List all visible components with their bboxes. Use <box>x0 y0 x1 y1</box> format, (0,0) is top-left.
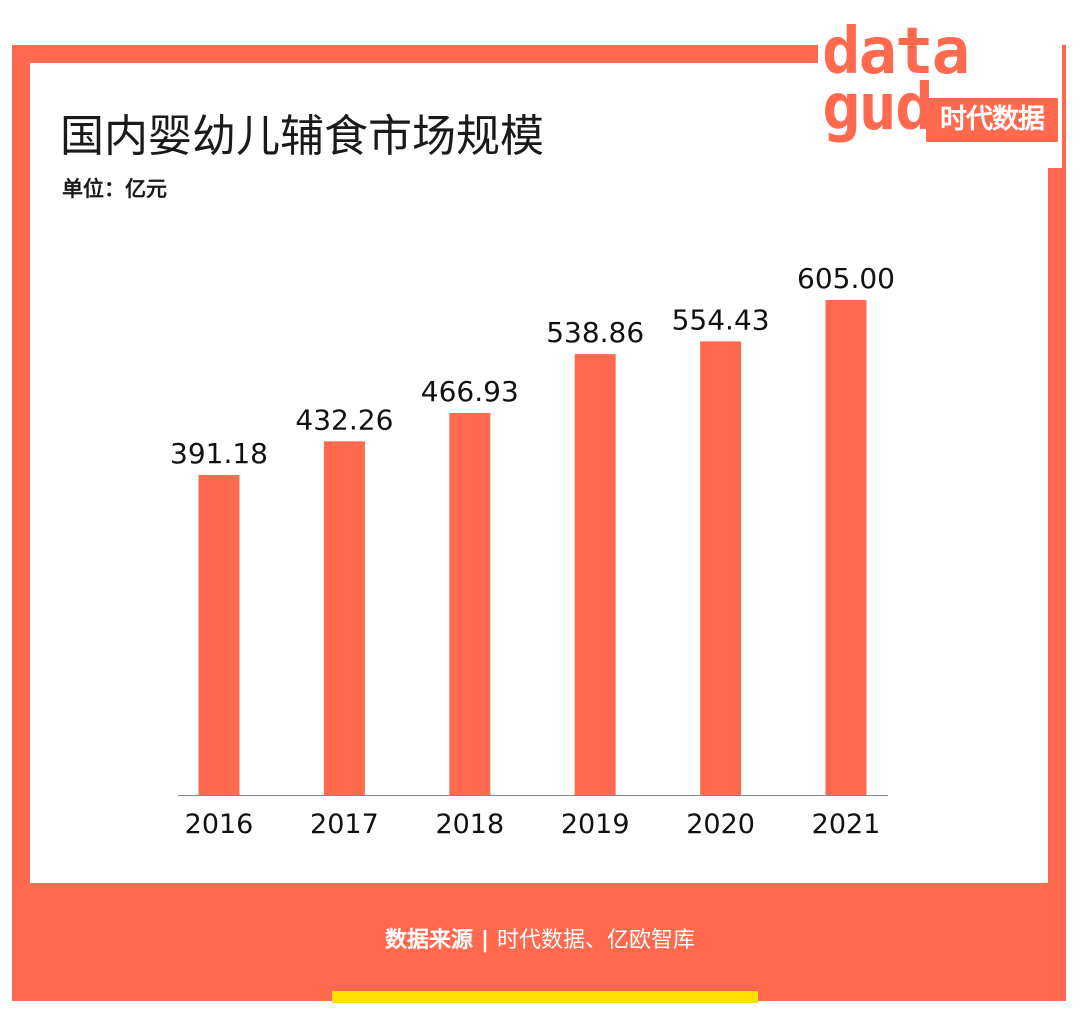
frame-right-border <box>1048 45 1066 885</box>
data-label-2018: 466.93 <box>421 375 519 408</box>
bar-2016 <box>198 474 240 795</box>
footer-band <box>12 883 1066 1001</box>
bar-2017 <box>323 441 365 795</box>
source-separator: | <box>480 928 490 953</box>
unit-label: 单位：亿元 <box>62 177 167 201</box>
footer-highlight-bar <box>332 991 758 1003</box>
frame-left-border <box>12 45 30 885</box>
source-label: 数据来源 <box>384 928 473 953</box>
x-tick-label-2018: 2018 <box>435 809 504 840</box>
bar-chart: 391.18 2016 432.26 2017 466.93 2018 538.86 2019… <box>170 262 895 840</box>
x-tick-label-2019: 2019 <box>561 809 630 840</box>
logo-badge: 时代数据 <box>926 98 1058 142</box>
source-text: 时代数据、亿欧智库 <box>497 928 696 953</box>
x-tick-label-2017: 2017 <box>310 809 379 840</box>
bar-2020 <box>700 341 742 795</box>
data-label-2017: 432.26 <box>295 403 393 436</box>
data-label-2019: 538.86 <box>546 316 644 349</box>
logo-word-top: data <box>822 15 970 89</box>
data-label-2016: 391.18 <box>170 437 268 470</box>
bar-2021 <box>825 300 867 795</box>
chart-title: 国内婴幼儿辅食市场规模 <box>60 111 544 162</box>
data-label-2020: 554.43 <box>672 303 770 336</box>
source-line: 数据来源 | 时代数据、亿欧智库 <box>0 922 1080 954</box>
data-label-2021: 605.00 <box>797 262 895 295</box>
logo-word-bottom: gud <box>822 71 934 145</box>
bar-2019 <box>574 354 616 795</box>
x-tick-label-2016: 2016 <box>185 809 254 840</box>
frame-top-border <box>12 45 1066 63</box>
x-tick-label-2021: 2021 <box>812 809 881 840</box>
x-tick-label-2020: 2020 <box>686 809 755 840</box>
bar-2018 <box>449 412 491 795</box>
